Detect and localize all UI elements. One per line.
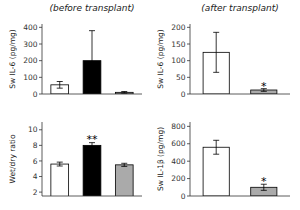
y-tick [187, 94, 190, 95]
panel: 0 200 400 600 800 Sw IL-1β (pg/mg) * [156, 122, 290, 201]
y-tick-label: 200 [171, 23, 186, 32]
y-axis [190, 24, 191, 94]
y-tick [187, 126, 190, 127]
figure: (before transplant)0100200300400Sw IL-6 … [0, 0, 300, 210]
x-axis [190, 196, 290, 197]
y-tick-label: 10 [28, 125, 38, 134]
significance-marker: ** [87, 133, 99, 146]
y-tick-label: 50 [176, 73, 186, 82]
y-tick-label: 600 [171, 139, 186, 148]
x-axis [42, 94, 142, 95]
significance-marker: * [261, 175, 267, 188]
y-tick [39, 145, 42, 146]
y-tick [187, 27, 190, 28]
title: (after transplant) [201, 3, 278, 13]
error-bar [57, 82, 63, 89]
y-tick [39, 192, 42, 193]
y-tick [39, 129, 42, 130]
y-tick-label: 100 [171, 56, 186, 65]
y-tick [187, 143, 190, 144]
y-tick-label: 0 [181, 192, 186, 201]
y-axis-label: Sw IL-6 (pg/mg) [8, 29, 17, 88]
error-bar [213, 32, 219, 72]
x-axis [42, 196, 142, 197]
y-tick [187, 60, 190, 61]
y-tick [39, 160, 42, 161]
y-tick [39, 60, 42, 61]
y-tick-label: 150 [171, 40, 186, 49]
background [0, 0, 300, 210]
y-tick-label: 100 [23, 73, 38, 82]
x-axis [190, 94, 290, 95]
y-tick-label: 6 [33, 157, 38, 166]
plot-area [51, 31, 133, 94]
y-tick-label: 300 [23, 40, 38, 49]
error-bar [213, 140, 219, 154]
bar [51, 164, 69, 196]
y-axis [190, 122, 191, 196]
y-tick [39, 77, 42, 78]
y-tick [187, 178, 190, 179]
y-tick-label: 200 [23, 56, 38, 65]
y-tick-label: 200 [171, 174, 186, 183]
y-axis-label: Sw IL-6 (pg/mg) [156, 29, 165, 88]
panel: (before transplant) 0 100 200 300 400 Sw IL-6 … [8, 3, 142, 99]
significance-marker: * [261, 80, 267, 93]
y-tick [39, 94, 42, 95]
y-axis [42, 122, 43, 196]
plot-area [51, 143, 133, 196]
y-tick-label: 0 [181, 90, 186, 99]
y-axis [42, 24, 43, 94]
y-tick [187, 77, 190, 78]
y-tick [187, 196, 190, 197]
y-tick-label: 400 [171, 157, 186, 166]
y-tick [39, 44, 42, 45]
error-bar [121, 163, 127, 166]
y-tick [187, 44, 190, 45]
y-tick-label: 0 [33, 90, 38, 99]
y-tick-label: 400 [23, 23, 38, 32]
y-axis-label: Sw IL-1β (pg/mg) [156, 127, 165, 191]
y-tick [39, 27, 42, 28]
error-bar [57, 162, 63, 166]
y-tick [39, 176, 42, 177]
error-bar [89, 31, 95, 91]
bar [83, 145, 101, 196]
y-tick-label: 8 [33, 141, 38, 150]
y-tick [187, 161, 190, 162]
bar [203, 147, 229, 196]
y-tick-label: 800 [171, 122, 186, 131]
panel: (after transplant) 0 50 100 150 200 Sw IL-6 (p… [156, 3, 290, 99]
error-bar [121, 92, 127, 94]
title: (before transplant) [49, 3, 134, 13]
y-tick-label: 4 [33, 172, 38, 181]
y-tick-label: 2 [33, 188, 38, 197]
y-axis-label: Wet/dry ratio [8, 134, 17, 183]
plot-area [203, 32, 277, 94]
bar [115, 165, 133, 196]
panel: 2 4 6 8 10 Wet/dry ratio ** [8, 122, 142, 208]
plot-area [203, 140, 277, 196]
